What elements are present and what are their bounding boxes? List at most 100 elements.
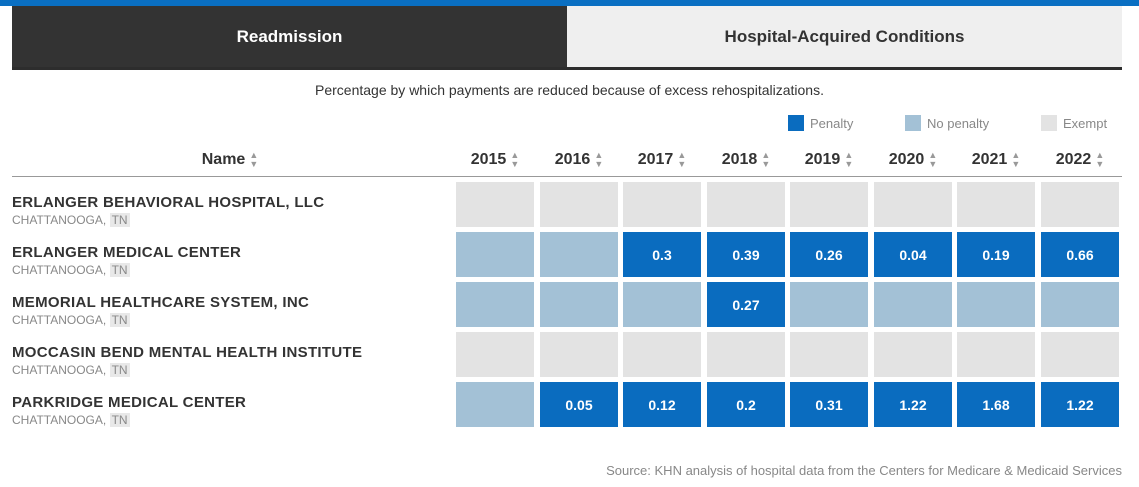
column-header-year-label: 2015 bbox=[470, 151, 507, 168]
legend-swatch-exempt bbox=[1041, 115, 1057, 131]
top-accent-bar bbox=[0, 0, 1139, 6]
heatmap-cell-penalty: 0.04 bbox=[874, 232, 952, 277]
hospital-city: CHATTANOOGA, bbox=[12, 213, 107, 227]
heatmap-cell-penalty: 0.19 bbox=[957, 232, 1035, 277]
heatmap-cell-none bbox=[623, 282, 701, 327]
heatmap-cell-penalty: 0.05 bbox=[540, 382, 618, 427]
heatmap-cell-exempt bbox=[1041, 332, 1119, 377]
legend-item-penalty: Penalty bbox=[788, 115, 853, 131]
cell-value: 0.04 bbox=[899, 246, 927, 263]
column-header-name[interactable]: Name ▲ ▼ bbox=[150, 150, 310, 170]
heatmap-cell-none bbox=[1041, 282, 1119, 327]
cell-value: 0.26 bbox=[815, 246, 843, 263]
heatmap-cell-exempt bbox=[540, 332, 618, 377]
heatmap-cell-exempt bbox=[456, 332, 534, 377]
heatmap-cell-exempt bbox=[707, 182, 785, 227]
heatmap-cell-exempt bbox=[874, 182, 952, 227]
legend: Penalty No penalty Exempt bbox=[788, 115, 1118, 133]
heatmap-cell-none bbox=[790, 282, 868, 327]
heatmap-cell-penalty: 0.2 bbox=[707, 382, 785, 427]
hospital-location: CHATTANOOGA, TN bbox=[12, 213, 130, 227]
hospital-state: TN bbox=[109, 213, 130, 227]
heatmap-cell-penalty: 1.22 bbox=[1041, 382, 1119, 427]
column-header-year[interactable]: 2017 ▲ ▼ bbox=[619, 150, 705, 170]
heatmap-cell-penalty: 1.22 bbox=[874, 382, 952, 427]
heatmap-cell-exempt bbox=[790, 182, 868, 227]
legend-swatch-no-penalty bbox=[905, 115, 921, 131]
sort-icon: ▲ ▼ bbox=[1011, 150, 1021, 169]
sort-icon: ▲ ▼ bbox=[249, 150, 259, 169]
column-header-year-label: 2018 bbox=[721, 151, 758, 168]
heatmap-cell-exempt bbox=[707, 332, 785, 377]
heatmap-cell-exempt bbox=[540, 182, 618, 227]
heatmap-cell-none bbox=[540, 232, 618, 277]
sort-icon: ▲ ▼ bbox=[928, 150, 938, 169]
legend-item-no-penalty: No penalty bbox=[905, 115, 989, 131]
heatmap-cell-exempt bbox=[957, 332, 1035, 377]
heatmap-cell-none bbox=[456, 382, 534, 427]
column-header-year[interactable]: 2021 ▲ ▼ bbox=[953, 150, 1039, 170]
heatmap-cell-penalty: 1.68 bbox=[957, 382, 1035, 427]
sort-icon: ▲ ▼ bbox=[510, 150, 520, 169]
tab-readmission[interactable]: Readmission bbox=[12, 6, 567, 67]
column-header-year-label: 2020 bbox=[888, 151, 925, 168]
heatmap-cell-exempt bbox=[456, 182, 534, 227]
heatmap-cell-none bbox=[957, 282, 1035, 327]
hospital-state: TN bbox=[109, 413, 130, 427]
heatmap-cell-penalty: 0.26 bbox=[790, 232, 868, 277]
cell-value: 0.31 bbox=[815, 396, 843, 413]
heatmap-cell-none bbox=[874, 282, 952, 327]
legend-label-penalty: Penalty bbox=[810, 115, 854, 131]
hospital-name: MOCCASIN BEND MENTAL HEALTH INSTITUTE bbox=[12, 344, 363, 361]
column-header-name-label: Name bbox=[201, 151, 246, 168]
column-header-year-label: 2017 bbox=[637, 151, 674, 168]
heatmap-cell-exempt bbox=[790, 332, 868, 377]
source-note: Source: KHN analysis of hospital data fr… bbox=[606, 463, 1122, 478]
column-header-year[interactable]: 2020 ▲ ▼ bbox=[870, 150, 956, 170]
column-header-year[interactable]: 2016 ▲ ▼ bbox=[536, 150, 622, 170]
legend-label-exempt: Exempt bbox=[1063, 115, 1108, 131]
column-header-year[interactable]: 2018 ▲ ▼ bbox=[703, 150, 789, 170]
column-header-year-label: 2016 bbox=[554, 151, 591, 168]
hospital-city: CHATTANOOGA, bbox=[12, 413, 107, 427]
column-header-year[interactable]: 2019 ▲ ▼ bbox=[786, 150, 872, 170]
chart-subtitle: Percentage by which payments are reduced… bbox=[315, 82, 824, 98]
heatmap-cell-exempt bbox=[957, 182, 1035, 227]
hospital-name: ERLANGER BEHAVIORAL HOSPITAL, LLC bbox=[12, 194, 325, 211]
legend-swatch-penalty bbox=[788, 115, 804, 131]
hospital-city: CHATTANOOGA, bbox=[12, 313, 107, 327]
heatmap-cell-penalty: 0.31 bbox=[790, 382, 868, 427]
sort-icon: ▲ ▼ bbox=[594, 150, 604, 169]
hospital-city: CHATTANOOGA, bbox=[12, 263, 107, 277]
heatmap-cell-penalty: 0.12 bbox=[623, 382, 701, 427]
hospital-location: CHATTANOOGA, TN bbox=[12, 413, 130, 427]
cell-value: 0.27 bbox=[732, 296, 760, 313]
cell-value: 0.3 bbox=[652, 246, 672, 263]
hospital-location: CHATTANOOGA, TN bbox=[12, 313, 130, 327]
cell-value: 0.2 bbox=[736, 396, 756, 413]
hospital-state: TN bbox=[109, 363, 130, 377]
hospital-state: TN bbox=[109, 263, 130, 277]
tab-hospital-acquired-conditions[interactable]: Hospital-Acquired Conditions bbox=[567, 6, 1122, 67]
hospital-name: MEMORIAL HEALTHCARE SYSTEM, INC bbox=[12, 294, 310, 311]
heatmap-cell-exempt bbox=[874, 332, 952, 377]
heatmap-cell-none bbox=[456, 282, 534, 327]
heatmap-cell-penalty: 0.66 bbox=[1041, 232, 1119, 277]
cell-value: 1.22 bbox=[1066, 396, 1094, 413]
heatmap-cell-exempt bbox=[623, 332, 701, 377]
cell-value: 0.19 bbox=[982, 246, 1010, 263]
hospital-city: CHATTANOOGA, bbox=[12, 363, 107, 377]
column-header-year[interactable]: 2015 ▲ ▼ bbox=[452, 150, 538, 170]
hospital-state: TN bbox=[109, 313, 130, 327]
sort-icon: ▲ ▼ bbox=[677, 150, 687, 169]
hospital-location: CHATTANOOGA, TN bbox=[12, 363, 130, 377]
cell-value: 1.22 bbox=[899, 396, 927, 413]
hospital-location: CHATTANOOGA, TN bbox=[12, 263, 130, 277]
heatmap-cell-penalty: 0.39 bbox=[707, 232, 785, 277]
cell-value: 1.68 bbox=[982, 396, 1010, 413]
tab-bar: Readmission Hospital-Acquired Conditions bbox=[12, 6, 1122, 70]
sort-icon: ▲ ▼ bbox=[1095, 150, 1105, 169]
column-header-year-label: 2021 bbox=[971, 151, 1008, 168]
column-header-year[interactable]: 2022 ▲ ▼ bbox=[1037, 150, 1123, 170]
heatmap-cell-penalty: 0.27 bbox=[707, 282, 785, 327]
